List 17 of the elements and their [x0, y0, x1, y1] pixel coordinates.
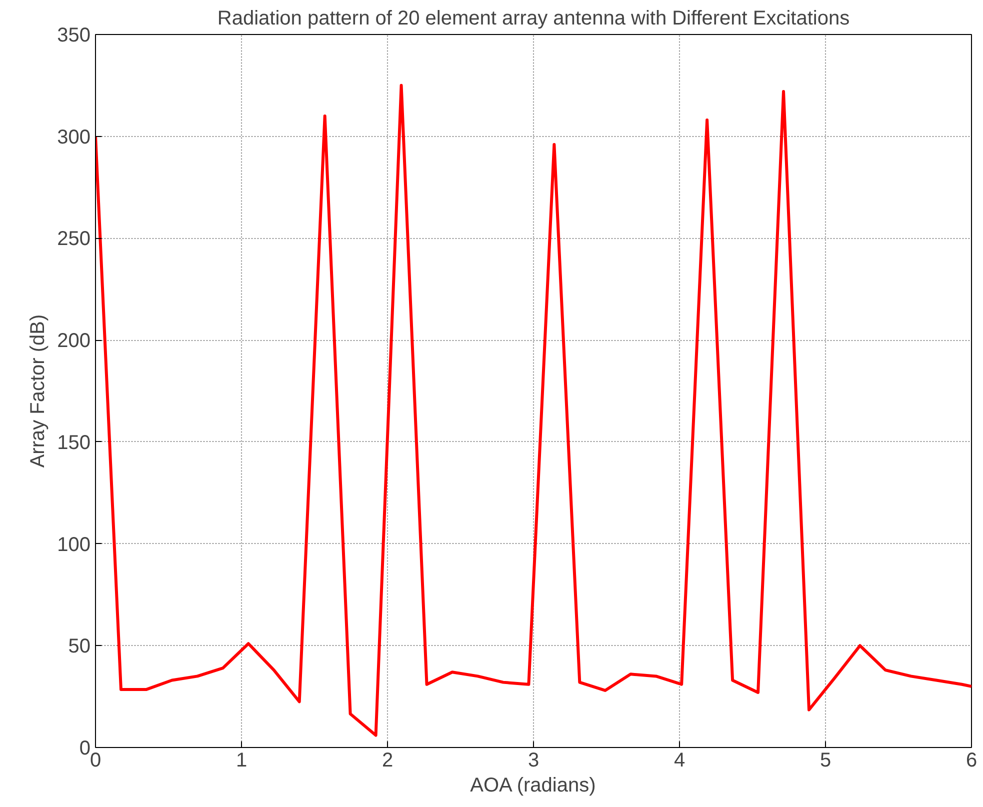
y-tick-label: 300: [57, 126, 91, 148]
y-tick-label: 200: [57, 330, 91, 352]
x-axis-title: AOA (radians): [470, 774, 596, 796]
y-tick-label: 50: [68, 636, 91, 658]
line-series: [96, 84, 972, 737]
x-tick-label: 4: [674, 750, 686, 772]
x-tick-label: 2: [382, 750, 394, 772]
x-tick-label: 6: [966, 750, 978, 772]
x-tick-label: 1: [236, 750, 248, 772]
x-tick-label: 3: [528, 750, 540, 772]
y-tick-label: 350: [57, 24, 91, 46]
y-axis-title: Array Factor (dB): [27, 314, 50, 468]
chart-title: Radiation pattern of 20 element array antenna with Different Excitations: [217, 8, 850, 30]
y-tick-label: 150: [57, 432, 91, 454]
y-tick-label: 100: [57, 534, 91, 556]
x-tick-label: 5: [820, 750, 832, 772]
y-tick-label: 250: [57, 228, 91, 250]
